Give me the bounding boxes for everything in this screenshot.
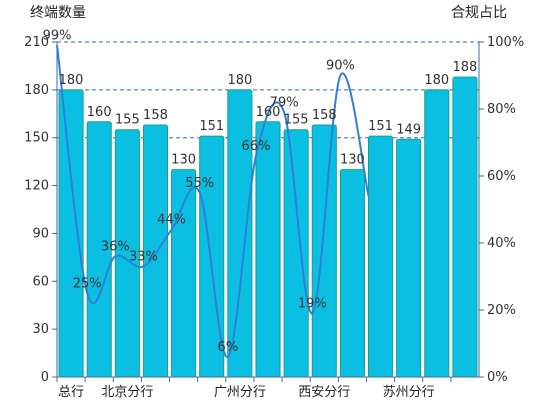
- bar: [424, 89, 450, 378]
- bar-value-label: 155: [115, 113, 140, 128]
- bar-value-label: 180: [227, 73, 252, 88]
- bar: [58, 89, 84, 378]
- x-category-label: 北京分行: [101, 385, 153, 400]
- y-left-tick-label: 30: [32, 322, 49, 337]
- y-left-tick-label: 150: [24, 131, 49, 146]
- y-left-tick-label: 120: [24, 179, 49, 194]
- bar: [283, 129, 309, 378]
- line-value-label: 36%: [101, 239, 130, 254]
- line-value-label: 6%: [218, 340, 239, 355]
- line-value-label: 19%: [298, 296, 327, 311]
- y-right-tick-label: 60%: [487, 169, 516, 184]
- y-right-tick-label: 80%: [487, 102, 516, 117]
- y-right-tick-label: 20%: [487, 303, 516, 318]
- bar-layer: [58, 76, 478, 378]
- bar: [452, 76, 478, 378]
- x-category-label: 总行: [58, 385, 84, 400]
- bar-value-label: 151: [199, 119, 224, 134]
- y-right-tick-label: 40%: [487, 236, 516, 251]
- y-left-tick-label: 0: [41, 370, 49, 385]
- bar-value-label: 130: [171, 153, 196, 168]
- bar-value-label: 149: [396, 122, 421, 137]
- y-right-tick-label: 0%: [487, 370, 508, 385]
- line-value-label: 44%: [157, 213, 186, 228]
- y-left-tick-label: 60: [32, 274, 49, 289]
- axis-layer: 0 30 60 90 120 150 180 210 0% 20% 40% 60% 80% 100% 总行 北…: [24, 35, 524, 400]
- line-value-label: 90%: [326, 59, 355, 74]
- bar-value-label: 188: [453, 60, 478, 75]
- bar-value-label: 160: [256, 105, 281, 120]
- line-value-label: 99%: [43, 28, 72, 43]
- line-value-label: 66%: [242, 139, 271, 154]
- bar-value-label: 130: [340, 153, 365, 168]
- bar-value-label: 180: [424, 73, 449, 88]
- y-left-axis-title: 终端数量: [30, 5, 86, 21]
- y-left-tick-label: 210: [24, 35, 49, 50]
- bar-value-label: 158: [312, 108, 337, 123]
- bar: [255, 121, 281, 378]
- x-category-label: 西安分行: [298, 385, 350, 400]
- y-left-tick-label: 180: [24, 83, 49, 98]
- y-left-tick-label: 90: [32, 226, 49, 241]
- bar: [396, 138, 422, 378]
- bar: [339, 169, 365, 378]
- y-right-tick-label: 100%: [487, 35, 524, 50]
- bar-value-label: 180: [59, 73, 84, 88]
- line-value-label: 25%: [73, 276, 102, 291]
- bar-value-label: 158: [143, 108, 168, 123]
- line-value-label: 79%: [270, 95, 299, 110]
- line-value-label: 33%: [129, 249, 158, 264]
- bar: [171, 169, 197, 378]
- bar-value-label: 151: [368, 119, 393, 134]
- line-value-label: 55%: [185, 176, 214, 191]
- bar: [311, 124, 337, 378]
- bar-value-label: 160: [87, 105, 112, 120]
- y-right-axis-title: 合规占比: [451, 5, 507, 21]
- bar: [367, 135, 394, 378]
- bar-value-label: 155: [284, 113, 309, 128]
- bar: [227, 89, 253, 378]
- x-category-label: 苏州分行: [383, 384, 435, 400]
- x-category-label: 广州分行: [214, 385, 266, 400]
